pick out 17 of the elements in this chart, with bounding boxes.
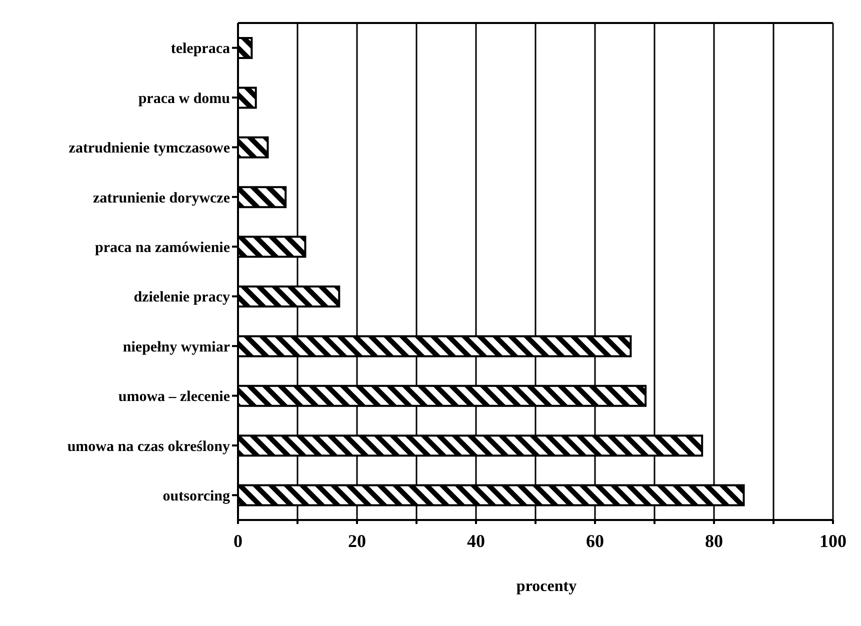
x-tick-label: 80 [705,530,723,551]
x-axis-title: procenty [515,578,578,596]
y-tick-label: umowa na czas określony [67,438,230,455]
x-tick-label: 60 [586,530,604,551]
y-tick-label: niepełny wymiar [122,339,230,356]
x-tick-label: 20 [348,530,366,551]
y-tick-label: zatrunienie dorywcze [92,190,230,206]
y-tick-label: umowa – zlecenie [118,389,230,406]
y-tick-label: telepraca [170,41,230,58]
y-tick-label: praca na zamówienie [95,240,230,256]
x-tick-label: 40 [467,530,485,551]
y-tick-label: zatrudnienie tymczasowe [68,140,230,157]
y-tick-label: praca w domu [138,90,230,107]
y-tick-label: dzielenie pracy [134,290,230,306]
x-tick-label: 0 [234,530,242,551]
x-tick-label: 100 [820,530,846,551]
y-tick-label: outsorcing [162,488,230,504]
